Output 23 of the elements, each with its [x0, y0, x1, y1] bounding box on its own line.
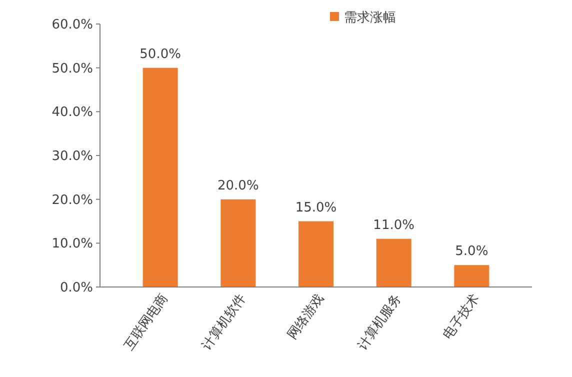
bar	[298, 221, 334, 287]
bar	[376, 238, 412, 287]
x-tick-label: 电子技术	[440, 291, 483, 342]
text: 20.0%	[218, 178, 259, 194]
x-tick-label: 互联网电商	[122, 291, 172, 354]
x-tick-label: 计算机服务	[355, 291, 405, 354]
y-tick-label: 60.0%	[52, 18, 93, 33]
text: 5.0%	[455, 244, 488, 260]
y-tick-label: 50.0%	[52, 61, 93, 76]
bar	[454, 265, 490, 287]
legend-label: 需求涨幅	[344, 10, 396, 26]
y-tick-label: 30.0%	[52, 149, 93, 164]
y-tick-label: 10.0%	[52, 236, 93, 252]
x-tick-label: 计算机软件	[200, 291, 250, 354]
x-tick-label: 网络游戏	[284, 291, 328, 342]
y-tick-label: 40.0%	[52, 105, 93, 120]
bar	[220, 199, 256, 287]
y-tick-label: 0.0%	[60, 280, 93, 296]
text: 11.0%	[373, 218, 414, 233]
bar	[142, 68, 178, 287]
text: 50.0%	[140, 46, 181, 62]
y-tick-label: 20.0%	[52, 192, 93, 208]
text: 15.0%	[295, 200, 337, 216]
